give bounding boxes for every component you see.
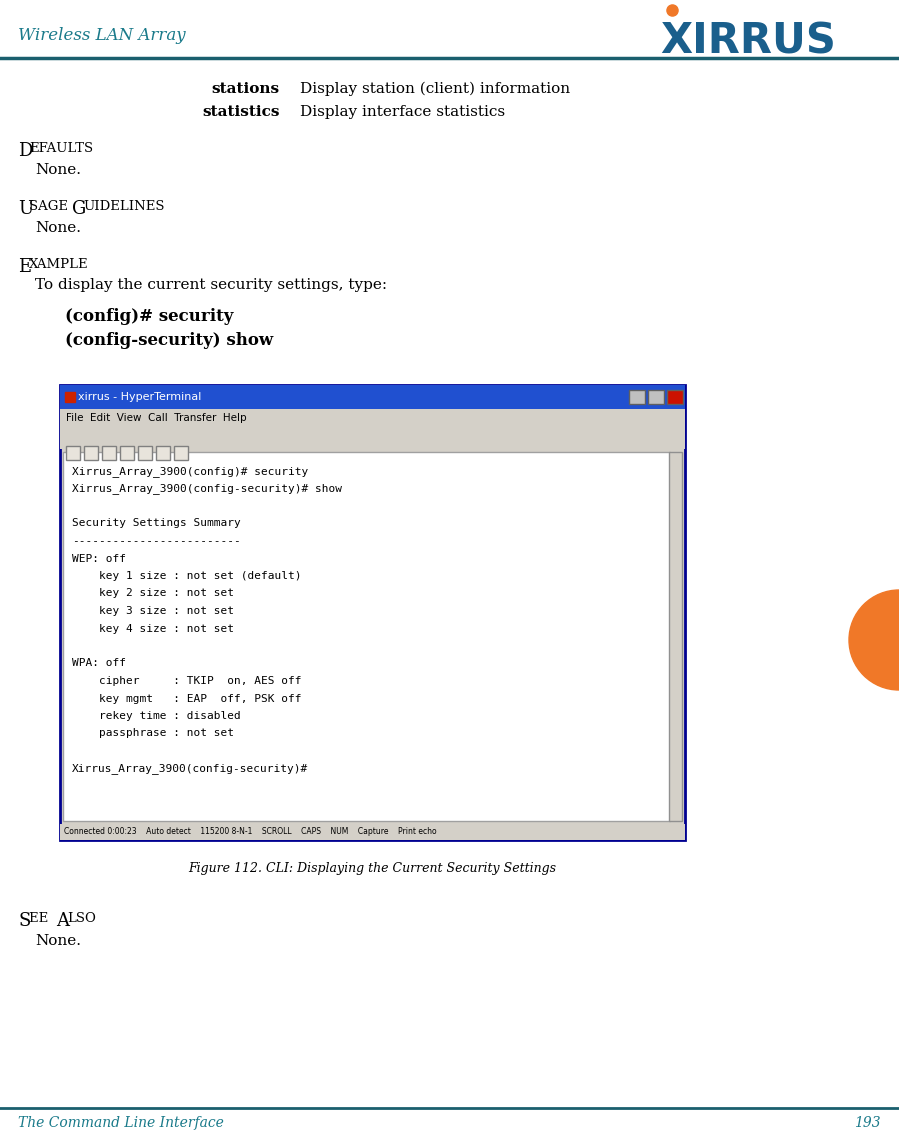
Text: Security Settings Summary: Security Settings Summary <box>72 518 241 528</box>
FancyBboxPatch shape <box>60 428 685 449</box>
Text: XIRRUS: XIRRUS <box>660 22 836 64</box>
Text: None.: None. <box>35 163 81 177</box>
FancyBboxPatch shape <box>648 390 664 404</box>
Text: Xirrus_Array_3900(config)# security: Xirrus_Array_3900(config)# security <box>72 466 308 477</box>
FancyBboxPatch shape <box>60 386 685 409</box>
FancyBboxPatch shape <box>138 446 152 460</box>
Text: SAGE: SAGE <box>29 200 72 213</box>
Text: Display interface statistics: Display interface statistics <box>300 105 505 119</box>
Text: Xirrus_Array_3900(config-security)#: Xirrus_Array_3900(config-security)# <box>72 763 308 775</box>
Text: None.: None. <box>35 221 81 235</box>
FancyBboxPatch shape <box>102 446 116 460</box>
Text: (config)# security: (config)# security <box>65 308 234 325</box>
FancyBboxPatch shape <box>174 446 188 460</box>
FancyBboxPatch shape <box>63 452 670 821</box>
FancyBboxPatch shape <box>669 452 682 821</box>
Text: XAMPLE: XAMPLE <box>29 259 89 271</box>
Text: key 2 size : not set: key 2 size : not set <box>72 589 234 599</box>
Text: WEP: off: WEP: off <box>72 553 126 564</box>
Text: EE: EE <box>29 912 52 925</box>
Text: Xirrus_Array_3900(config-security)# show: Xirrus_Array_3900(config-security)# show <box>72 483 342 494</box>
Text: -------------------------: ------------------------- <box>72 536 241 545</box>
FancyBboxPatch shape <box>667 390 683 404</box>
Text: D: D <box>18 142 32 160</box>
Text: Display station (client) information: Display station (client) information <box>300 82 570 96</box>
Text: E: E <box>18 259 31 276</box>
FancyBboxPatch shape <box>120 446 134 460</box>
Text: statistics: statistics <box>202 105 280 119</box>
FancyBboxPatch shape <box>60 824 685 840</box>
Text: To display the current security settings, type:: To display the current security settings… <box>35 278 387 291</box>
Wedge shape <box>849 590 899 689</box>
Text: LSO: LSO <box>67 912 96 925</box>
FancyBboxPatch shape <box>84 446 98 460</box>
Text: Wireless LAN Array: Wireless LAN Array <box>18 26 185 43</box>
Text: WPA: off: WPA: off <box>72 659 126 669</box>
Text: The Command Line Interface: The Command Line Interface <box>18 1116 224 1129</box>
Text: None.: None. <box>35 934 81 948</box>
Text: key 1 size : not set (default): key 1 size : not set (default) <box>72 572 301 581</box>
Text: G: G <box>72 200 86 218</box>
Text: Figure 112. CLI: Displaying the Current Security Settings: Figure 112. CLI: Displaying the Current … <box>189 862 556 875</box>
Text: key 3 size : not set: key 3 size : not set <box>72 606 234 616</box>
Text: stations: stations <box>212 82 280 96</box>
FancyBboxPatch shape <box>60 409 685 428</box>
Text: UIDELINES: UIDELINES <box>83 200 165 213</box>
Text: xirrus - HyperTerminal: xirrus - HyperTerminal <box>78 392 201 401</box>
Text: S: S <box>18 912 31 930</box>
Text: Connected 0:00:23    Auto detect    115200 8-N-1    SCROLL    CAPS    NUM    Cap: Connected 0:00:23 Auto detect 115200 8-N… <box>64 828 437 837</box>
Text: 193: 193 <box>854 1116 881 1129</box>
Text: rekey time : disabled: rekey time : disabled <box>72 711 241 721</box>
FancyBboxPatch shape <box>66 446 80 460</box>
Text: cipher     : TKIP  on, AES off: cipher : TKIP on, AES off <box>72 676 301 686</box>
Text: (config-security) show: (config-security) show <box>65 332 273 349</box>
Text: key 4 size : not set: key 4 size : not set <box>72 624 234 634</box>
Text: key mgmt   : EAP  off, PSK off: key mgmt : EAP off, PSK off <box>72 694 301 703</box>
Text: passphrase : not set: passphrase : not set <box>72 728 234 738</box>
FancyBboxPatch shape <box>629 390 645 404</box>
FancyBboxPatch shape <box>60 386 685 840</box>
Text: A: A <box>56 912 69 930</box>
Text: EFAULTS: EFAULTS <box>29 142 93 155</box>
Text: U: U <box>18 200 33 218</box>
Text: File  Edit  View  Call  Transfer  Help: File Edit View Call Transfer Help <box>66 413 246 423</box>
FancyBboxPatch shape <box>156 446 170 460</box>
